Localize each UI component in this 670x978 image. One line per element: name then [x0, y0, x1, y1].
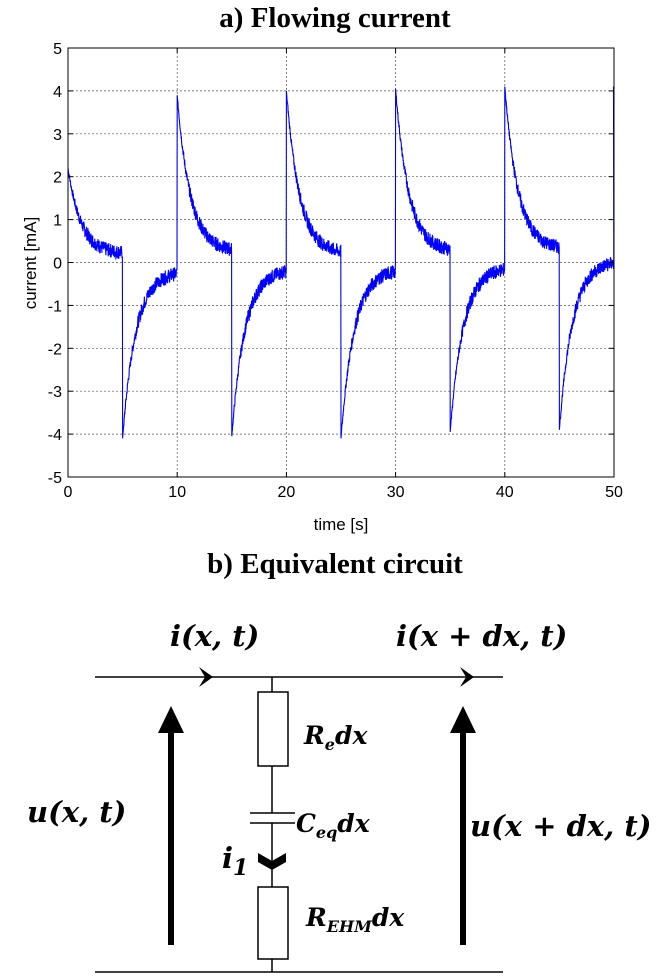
resistor-re [257, 691, 289, 767]
resistor-rehm [257, 886, 289, 960]
voltage-arrowhead-right-icon [450, 706, 476, 733]
label-u-right: u(x + dx, t) [470, 809, 651, 843]
y-tick-label: -3 [48, 384, 62, 401]
data-series [67, 86, 615, 439]
x-tick-label: 30 [387, 484, 405, 501]
x-tick-label: 0 [64, 484, 73, 501]
y-tick-label: 2 [53, 170, 62, 187]
y-tick-label: 4 [53, 84, 62, 101]
y-tick-label: -5 [48, 470, 62, 487]
current-arrow-i1-icon [258, 853, 286, 870]
current-arrow-right-icon [460, 667, 474, 687]
y-axis-label: current [mA] [21, 217, 40, 310]
x-axis-label: time [s] [314, 515, 369, 534]
label-u-left: u(x, t) [27, 795, 126, 829]
y-tick-label: 1 [53, 213, 62, 230]
x-tick-label: 40 [496, 484, 514, 501]
y-tick-label: 3 [53, 127, 62, 144]
y-tick-label: -4 [48, 427, 62, 444]
y-tick-label: -2 [48, 341, 62, 358]
y-tick-label: -1 [48, 298, 62, 315]
label-r-e: Redx [303, 721, 368, 754]
label-r-ehm: REHMdx [305, 903, 405, 936]
current-series-line [67, 86, 615, 439]
chart-title: a) Flowing current [219, 2, 451, 34]
y-tick-label: 5 [53, 41, 62, 58]
x-tick-label: 50 [605, 484, 623, 501]
voltage-arrowhead-left-icon [158, 706, 184, 733]
circuit-title: b) Equivalent circuit [207, 548, 463, 580]
current-arrow-left-icon [199, 667, 213, 687]
x-tick-label: 20 [278, 484, 296, 501]
label-i-right: i(x + dx, t) [396, 619, 567, 653]
label-c-eq: Ceqdx [296, 809, 371, 842]
x-tick-label: 10 [168, 484, 186, 501]
label-i1: i1 [222, 841, 248, 881]
label-i-left: i(x, t) [170, 619, 259, 653]
y-tick-label: 0 [53, 256, 62, 273]
